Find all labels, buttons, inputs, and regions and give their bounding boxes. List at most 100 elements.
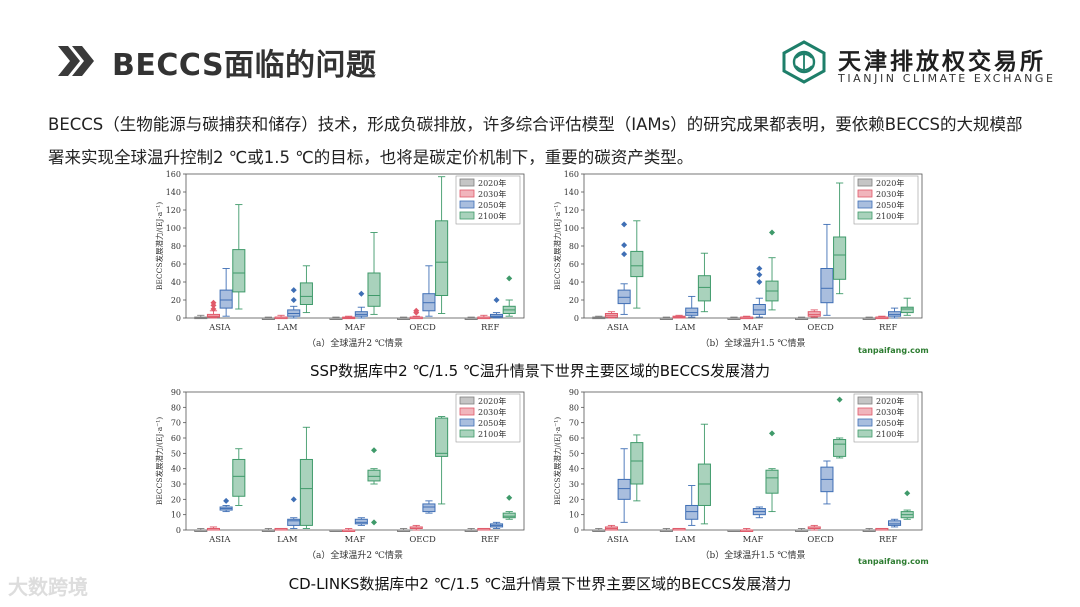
outlier-point (506, 494, 513, 501)
x-tick-label: REF (481, 323, 500, 333)
box-iqr (685, 504, 699, 520)
outlier-point (290, 287, 297, 294)
box-2050年-REF (888, 307, 902, 319)
box-2030年-LAM (672, 314, 686, 319)
box-2030年-LAM (672, 527, 686, 531)
double-chevron-icon (58, 46, 94, 76)
site-mark: tanpaifang.com (858, 557, 929, 566)
box-2020年-ASIA (592, 315, 606, 320)
box-2050年-ASIA (617, 221, 631, 315)
legend-label: 2030年 (478, 407, 506, 417)
legend-swatch (857, 429, 873, 438)
x-tick-label: MAF (345, 535, 366, 545)
box-2030年-ASIA (206, 299, 220, 319)
box-iqr (820, 268, 834, 304)
chart-cdlinks-1-5c: 0 10 20 30 40 50 60 70 80 90 BECCS发展潜力/(EJ·a⁻¹) ASI… (552, 388, 923, 561)
y-tick-label: 20 (171, 296, 181, 305)
box-2100年-ASIA (232, 204, 246, 310)
box-iqr (685, 307, 699, 316)
box-2020年-LAM (261, 528, 275, 532)
x-tick-label: LAM (277, 535, 298, 545)
box-iqr (502, 512, 516, 519)
outlier-point (621, 251, 628, 258)
box-2100年-OECD (435, 176, 449, 314)
box-2020年-OECD (795, 528, 809, 532)
y-tick-label: 160 (166, 170, 181, 179)
outlier-point (210, 306, 217, 312)
y-tick-label: 80 (171, 403, 181, 412)
site-mark: tanpaifang.com (858, 346, 929, 355)
box-iqr (232, 458, 246, 497)
x-tick-label: REF (879, 323, 898, 333)
y-tick-label: 10 (569, 511, 579, 520)
legend-label: 2030年 (478, 189, 506, 199)
box-2020年-ASIA (194, 528, 208, 532)
legend-label: 2050年 (478, 200, 506, 210)
y-tick-label: 80 (171, 242, 181, 251)
box-2020年-MAF (727, 529, 741, 532)
box-2050年-OECD (820, 223, 834, 316)
y-tick-label: 30 (171, 480, 181, 489)
box-2020年-OECD (397, 528, 411, 532)
y-tick-label: 20 (171, 495, 181, 504)
y-axis-label: BECCS发展潜力/(EJ·a⁻¹) (154, 417, 164, 505)
box-2100年-LAM (697, 423, 711, 525)
box-2050年-ASIA (617, 448, 631, 523)
outlier-point (506, 275, 513, 282)
legend-label: 2030年 (876, 189, 904, 199)
x-tick-label: MAF (743, 535, 764, 545)
x-tick-label: LAM (277, 323, 298, 333)
box-iqr (697, 275, 711, 302)
y-tick-label: 20 (569, 495, 579, 504)
box-2050年-MAF (752, 265, 766, 318)
page-title: BECCS面临的问题 (112, 48, 377, 83)
x-tick-label: LAM (675, 323, 696, 333)
box-2030年-OECD (807, 524, 821, 531)
y-tick-label: 60 (569, 260, 579, 269)
box-2050年-REF (888, 518, 902, 528)
x-tick-label: OECD (807, 535, 834, 545)
box-2100年-ASIA (232, 448, 246, 506)
x-tick-label: ASIA (606, 535, 629, 545)
box-iqr (435, 417, 449, 457)
legend-swatch (459, 211, 475, 220)
x-tick-label: OECD (807, 323, 834, 333)
box-iqr (833, 439, 847, 457)
x-tick-label: ASIA (208, 535, 231, 545)
box-iqr (232, 249, 246, 293)
box-2030年-OECD (807, 309, 821, 318)
box-2050年-ASIA (219, 497, 233, 513)
y-tick-label: 60 (569, 434, 579, 443)
y-tick-label: 0 (574, 526, 579, 535)
outlier-point (836, 396, 843, 403)
box-2050年-LAM (685, 485, 699, 526)
box-2020年-REF (862, 316, 876, 320)
legend-label: 2020年 (876, 178, 904, 188)
box-iqr (900, 306, 914, 314)
y-tick-label: 100 (166, 224, 181, 233)
legend-label: 2020年 (876, 396, 904, 406)
legend-swatch (459, 396, 475, 405)
legend-swatch (459, 429, 475, 438)
box-2050年-OECD (820, 460, 834, 505)
box-2050年-MAF (354, 290, 368, 319)
box-iqr (833, 236, 847, 280)
box-2020年-ASIA (592, 528, 606, 532)
y-tick-label: 80 (569, 403, 579, 412)
box-2100年-LAM (697, 252, 711, 313)
y-tick-label: 40 (569, 278, 579, 287)
box-2100年-ASIA (630, 434, 644, 502)
legend-swatch (459, 418, 475, 427)
box-2100年-MAF (367, 232, 381, 315)
box-2030年-LAM (274, 527, 288, 531)
box-2100年-ASIA (630, 220, 644, 309)
y-tick-label: 60 (171, 260, 181, 269)
y-axis-label: BECCS发展潜力/(EJ·a⁻¹) (552, 202, 562, 290)
box-2100年-REF (900, 297, 914, 316)
legend-label: 2020年 (478, 396, 506, 406)
box-2030年-REF (875, 315, 889, 320)
box-2050年-MAF (752, 506, 766, 519)
box-2100年-MAF (367, 447, 381, 526)
box-2050年-REF (490, 297, 504, 319)
box-iqr (367, 272, 381, 307)
